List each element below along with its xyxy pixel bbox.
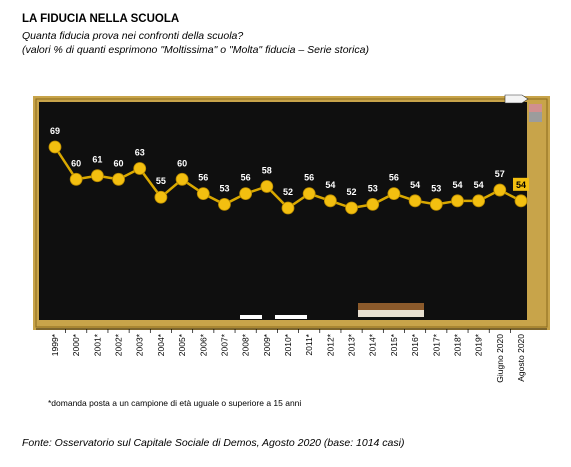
data-point [493,183,507,197]
x-tick-label: 2000* [71,333,81,356]
eraser-felt [358,310,424,317]
data-point [323,194,337,208]
data-point [48,140,62,154]
x-tick-label: 2006* [198,333,208,356]
data-label: 53 [368,183,378,193]
x-tick-label: 2008* [241,333,251,356]
data-label: 52 [347,187,357,197]
pencil-ferrule [529,112,542,122]
data-point [112,172,125,186]
x-axis: 1999* 2000* 2001* 2002* 2003* 2004* 2005* 2006*… [36,328,547,383]
data-label: 60 [71,158,81,168]
data-point [218,198,231,211]
data-label: 54 [452,180,462,190]
data-label: 54 [474,180,484,190]
data-label: 52 [283,187,293,197]
data-label: 61 [92,155,102,165]
board-frame-inner-edge [35,98,548,328]
x-tick-label: Giugno 2020 [495,334,505,383]
data-label: 63 [135,148,145,158]
data-point [196,187,210,201]
data-point [133,162,147,175]
data-point [281,201,295,215]
footnote: *domanda posta a un campione di età ugua… [48,398,302,408]
data-point [472,194,486,208]
data-label: 58 [262,165,272,175]
plot-area: 69 60 61 60 63 55 60 56 53 56 58 52 56 54 52 53 56 54 53 54… [48,126,529,215]
x-tick-label: 2010* [283,333,293,356]
data-label: 56 [241,173,251,183]
x-tick-label: 2019* [474,333,484,356]
data-point [408,194,422,208]
x-tick-label: 2005* [177,333,187,356]
data-point [366,198,380,211]
data-label: 60 [114,158,124,168]
highlight-label-box [513,177,529,191]
source-note: Fonte: Osservatorio sul Capitale Sociale… [22,437,405,449]
data-point [302,187,316,201]
x-tick-label: 2011* [304,333,314,355]
chart-note: (valori % di quanti esprimono "Moltissim… [22,44,369,56]
x-tick-label: 2017* [431,333,441,356]
data-point [69,172,83,186]
x-tick-label: 2012* [325,333,335,356]
data-point [239,187,253,201]
chalk-stick-2 [275,315,307,319]
data-label: 69 [50,126,60,136]
x-tick-label: Agosto 2020 [516,334,526,382]
data-point [451,194,464,208]
x-tick-label: 2001* [92,333,102,356]
x-tick-label: 1999* [50,333,60,356]
data-point [514,194,528,208]
x-tick-label: 2003* [135,333,145,356]
data-label: 54 [410,180,420,190]
data-label: 60 [177,158,187,168]
eraser-wood [358,303,424,310]
chalk-stick-1 [240,315,262,319]
data-label: 57 [495,169,505,179]
x-tick-label: 2018* [452,333,462,356]
data-label: 54 [325,180,335,190]
data-point [175,172,189,186]
pencil-eraser [529,104,542,112]
data-point [387,187,401,201]
x-tick-label: 2002* [114,333,124,356]
x-tick-label: 2007* [219,333,229,356]
data-label: 56 [389,173,399,183]
data-point [345,201,358,215]
chart-title: LA FIDUCIA NELLA SCUOLA [22,13,180,25]
data-label: 54 [516,180,526,190]
x-tick-label: 2009* [262,333,272,356]
x-tick-label: 2015* [389,333,399,356]
data-label: 56 [198,173,208,183]
pencil-tip [504,94,529,104]
data-label: 56 [304,173,314,183]
data-label: 53 [219,183,229,193]
data-point [154,190,168,204]
x-tick-label: 2004* [156,333,166,356]
chart-subtitle: Quanta fiducia prova nei confronti della… [22,30,244,42]
data-point [90,169,104,183]
data-point [260,180,274,193]
data-label: 53 [431,183,441,193]
data-label: 55 [156,176,166,186]
data-point [429,198,443,211]
x-tick-label: 2014* [368,333,378,356]
x-tick-label: 2013* [347,333,357,356]
x-tick-label: 2016* [410,333,420,356]
